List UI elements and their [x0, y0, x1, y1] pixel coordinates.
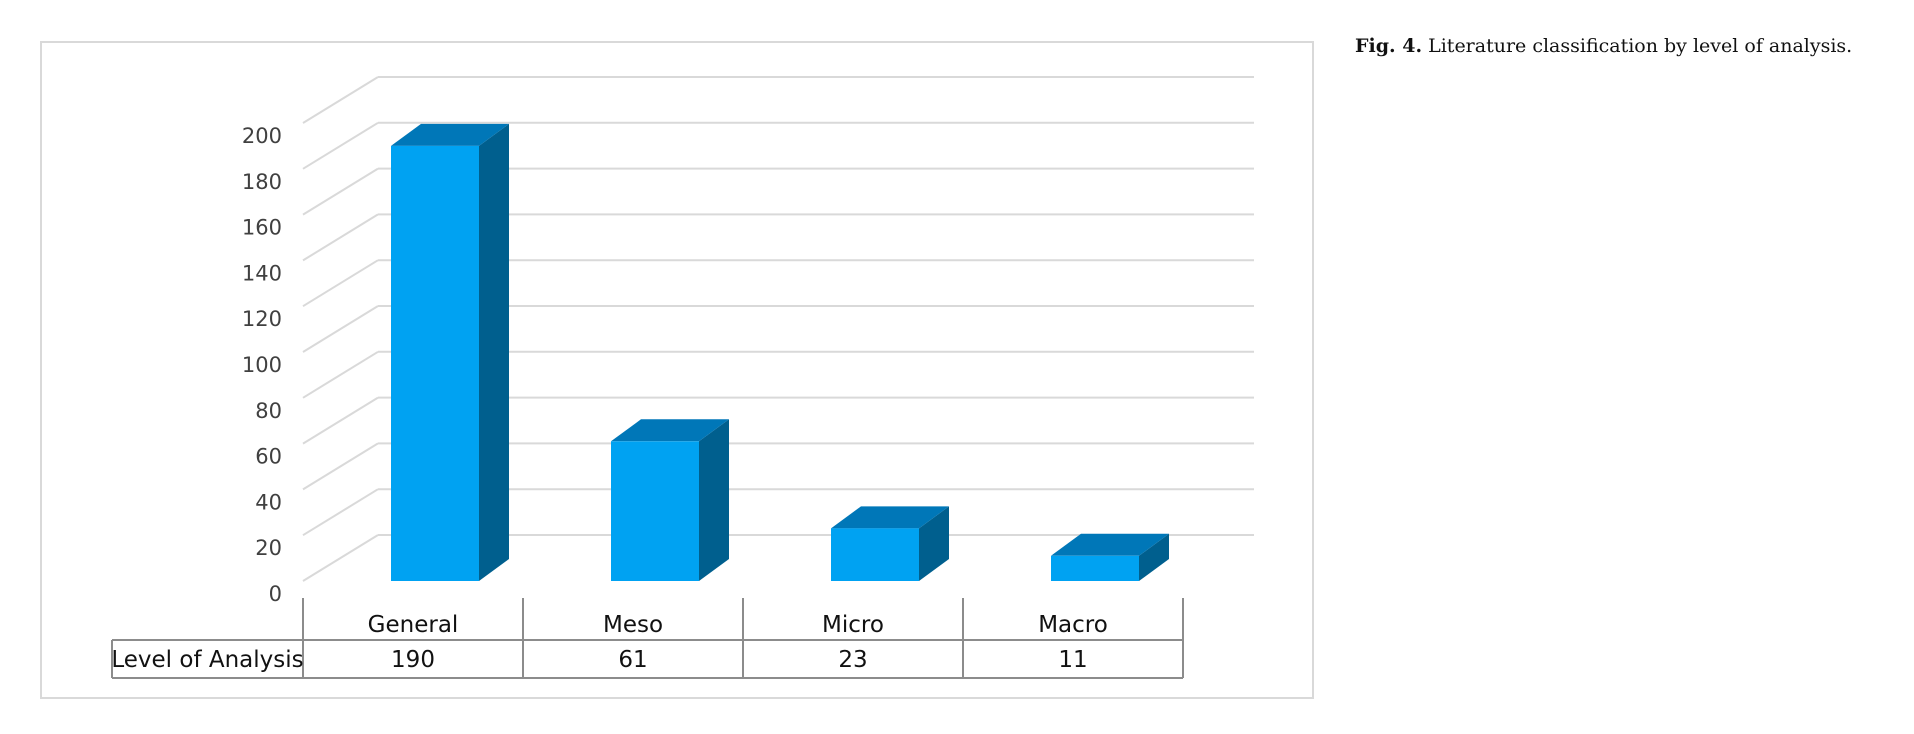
gridline-diag-1 [302, 488, 379, 537]
gridline-diag-0 [302, 534, 379, 582]
figure-caption-text: Literature classification by level of an… [1428, 35, 1853, 57]
y-tick-label-3: 60 [255, 445, 282, 469]
bar-front-1 [611, 441, 699, 581]
y-tick-label-1: 20 [255, 536, 282, 560]
gridline-diag-6 [302, 259, 379, 308]
category-label-2: Micro [822, 612, 884, 638]
y-tick-label-7: 140 [242, 261, 282, 285]
bar-front-3 [1051, 555, 1139, 581]
bar-top-3 [1051, 533, 1169, 556]
chart-border [40, 41, 1314, 699]
data-label-1: 61 [618, 647, 647, 673]
bar-top-2 [831, 506, 949, 529]
y-tick-label-5: 100 [242, 353, 282, 377]
data-label-2: 23 [838, 647, 867, 673]
y-tick-label-10: 200 [242, 124, 282, 148]
figure-caption: Fig. 4. Literature classification by lev… [1355, 35, 1852, 57]
category-label-3: Macro [1038, 612, 1108, 638]
bars [391, 123, 1169, 582]
y-tick-label-9: 180 [242, 170, 282, 194]
y-tick-label-8: 160 [242, 216, 282, 240]
category-label-0: General [368, 612, 459, 638]
gridline-diag-2 [302, 442, 379, 491]
bar-top-0 [391, 123, 509, 146]
bar-side-3 [1139, 533, 1169, 581]
bar-general [391, 123, 509, 582]
y-tick-label-2: 40 [255, 490, 282, 514]
gridline-diag-4 [302, 350, 379, 399]
bar-side-1 [699, 419, 729, 581]
y-tick-label-0: 0 [269, 582, 282, 606]
gridline-diag-8 [302, 167, 379, 216]
gridlines [302, 76, 1254, 582]
data-label-3: 11 [1058, 647, 1087, 673]
bar-micro [831, 506, 949, 581]
bar-front-2 [831, 528, 919, 581]
data-table: General 190 Meso 61 Micro 23 Macro 11 Level of A… [111, 598, 1184, 679]
bar-macro [1051, 533, 1169, 581]
bar-front-0 [391, 145, 479, 581]
series-name-label: Level of Analysis [111, 647, 303, 673]
bar-top-1 [611, 419, 729, 442]
gridline-diag-9 [302, 121, 379, 170]
gridline-diag-3 [302, 396, 379, 445]
category-label-1: Meso [603, 612, 663, 638]
bar-side-2 [919, 506, 949, 581]
figure-caption-label: Fig. 4. [1355, 35, 1423, 57]
gridline-diag-7 [302, 213, 379, 262]
gridline-diag-10 [302, 76, 379, 124]
data-label-0: 190 [391, 647, 435, 673]
bar-meso [611, 419, 729, 581]
y-axis-ticks: 0 20 40 60 80 100 120 140 160 180 200 [242, 124, 282, 606]
bar-side-0 [479, 123, 509, 582]
y-tick-label-4: 80 [255, 399, 282, 423]
y-tick-label-6: 120 [242, 307, 282, 331]
gridline-diag-5 [302, 305, 379, 353]
